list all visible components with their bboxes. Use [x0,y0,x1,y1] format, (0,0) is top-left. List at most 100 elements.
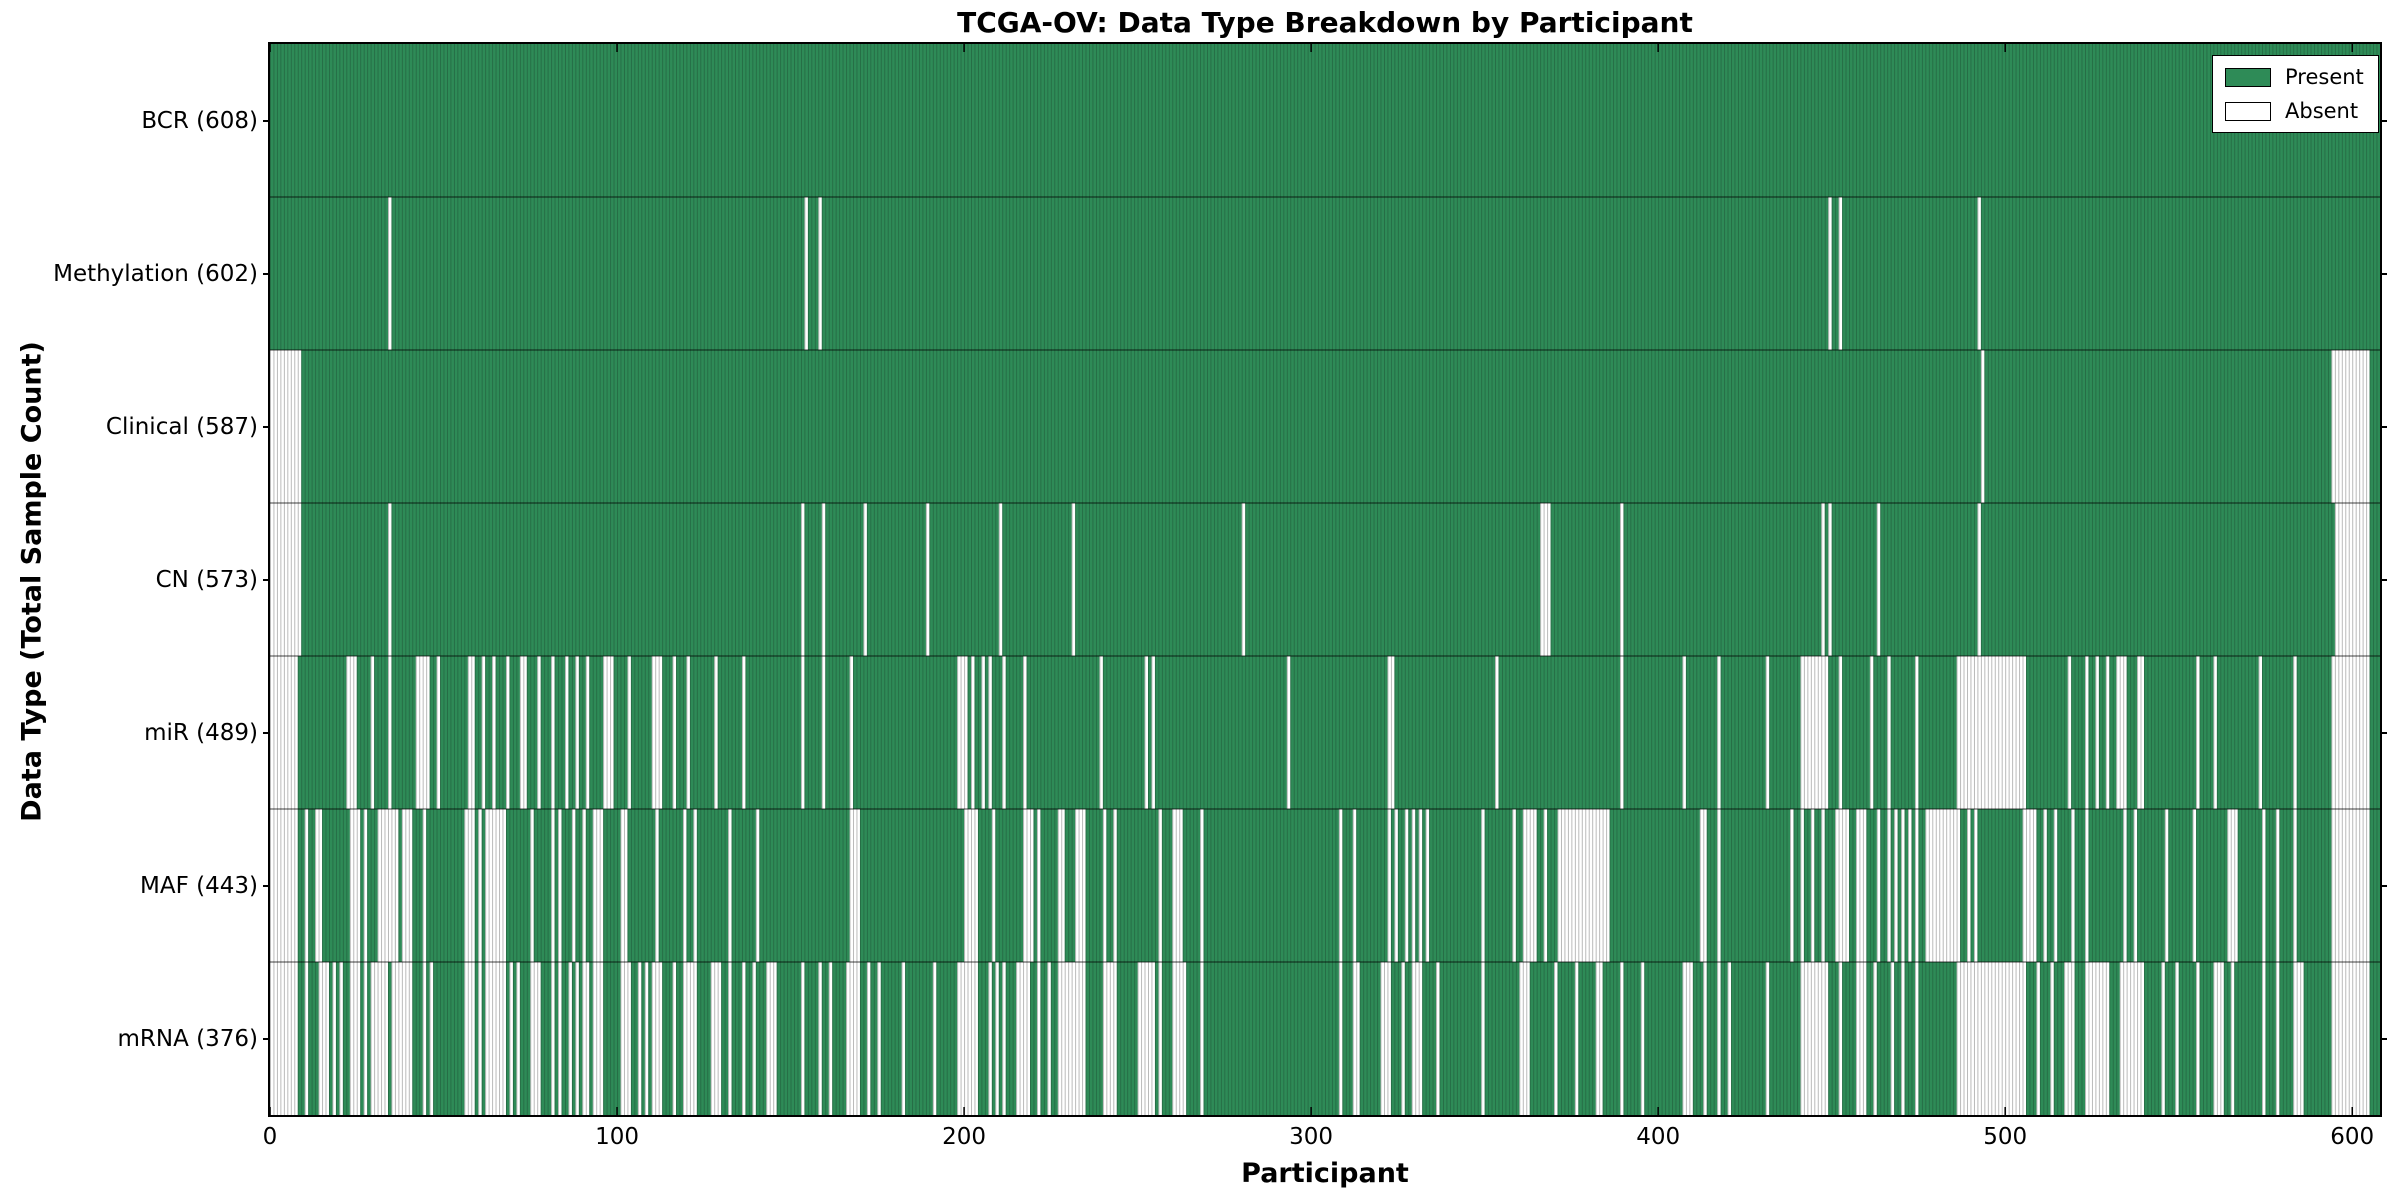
absent-run [1973,809,1978,962]
absent-run [2116,656,2127,809]
absent-run [1619,656,1624,809]
legend-item-present: Present [2225,65,2364,89]
absent-run [2085,809,2089,962]
absent-run [478,809,482,962]
absent-run [849,809,860,962]
absent-run [551,809,555,962]
absent-run [995,962,999,1115]
absent-run [2022,809,2037,962]
y-tick-mark [2380,272,2387,275]
absent-run [964,809,978,962]
y-tick-mark [263,884,270,887]
absent-run [1057,962,1086,1115]
absent-run [1102,962,1117,1115]
absent-run [1158,809,1162,962]
row-present-fill [270,350,2380,503]
absent-run [349,962,361,1115]
y-tick-label-mir: miR (489) [144,719,258,746]
absent-run [1075,809,1086,962]
absent-run [620,809,628,962]
absent-run [1540,503,1551,656]
absent-run [752,962,756,1115]
absent-run [627,656,631,809]
absent-run [2085,962,2110,1115]
absent-run [2331,962,2370,1115]
absent-run [2071,809,2075,962]
x-axis-label: Participant [1241,1158,1409,1189]
absent-run [1894,809,1898,962]
absent-run [1387,809,1391,962]
absent-run [349,809,361,962]
absent-run [1099,656,1103,809]
y-tick-mark [2380,884,2387,887]
absent-run [988,962,992,1115]
absent-run [804,197,808,350]
absent-run [2230,962,2235,1115]
absent-run [2293,809,2297,962]
absent-run [863,503,867,656]
absent-run [866,962,871,1115]
absent-run [2262,962,2266,1115]
absent-run [387,503,392,656]
absent-run [755,809,760,962]
absent-run [2119,962,2145,1115]
absent-run [1016,962,1031,1115]
absent-run [530,809,534,962]
y-tick-mark [2380,425,2387,428]
absent-run [551,962,555,1115]
legend-item-absent: Absent [2225,99,2364,123]
absent-run [2161,962,2165,1115]
absent-run [394,809,399,962]
absent-run [436,656,441,809]
absent-run [509,962,513,1115]
absent-run [370,656,375,809]
y-tick-mark [263,731,270,734]
absent-run [1411,809,1416,962]
absent-run [821,656,826,809]
absent-run [1057,809,1065,962]
absent-run [571,809,576,962]
absent-run [339,962,343,1115]
absent-run [1717,656,1721,809]
absent-run [1699,809,1707,962]
absent-run [2275,962,2280,1115]
absent-run [1967,809,1971,962]
absent-run [1436,962,1440,1115]
absent-run [1036,962,1041,1115]
absent-run [1800,656,1829,809]
absent-run [1401,962,1405,1115]
absent-run [1838,656,1843,809]
absent-run [957,656,968,809]
absent-run [1172,809,1183,962]
absent-run [592,962,604,1115]
absent-run [1835,809,1850,962]
y-tick-mark [263,1037,270,1040]
absent-run [821,503,826,656]
y-tick-label-mrna: mRNA (376) [117,1025,258,1052]
absent-run [1102,809,1107,962]
absent-run [651,656,663,809]
absent-run [575,962,579,1115]
absent-run [582,962,590,1115]
absent-run [270,503,302,656]
absent-run [485,809,503,962]
absent-run [1810,809,1815,962]
absent-run [2331,350,2370,503]
absent-run [370,962,388,1115]
absent-run [849,656,854,809]
y-tick-mark [263,119,270,122]
absent-run [551,656,555,809]
absent-run [1036,809,1041,962]
absent-run [592,809,604,962]
absent-run [710,962,722,1115]
x-tick-label-400: 400 [1636,1124,1681,1150]
y-tick-mark [2380,119,2387,122]
absent-run [2331,656,2370,809]
absent-run [1790,809,1794,962]
absent-run [1595,962,1603,1115]
absent-run [2053,809,2058,962]
absent-run [1200,962,1204,1115]
absent-run [766,962,777,1115]
absent-run [877,962,881,1115]
x-tick-label-0: 0 [262,1124,278,1150]
